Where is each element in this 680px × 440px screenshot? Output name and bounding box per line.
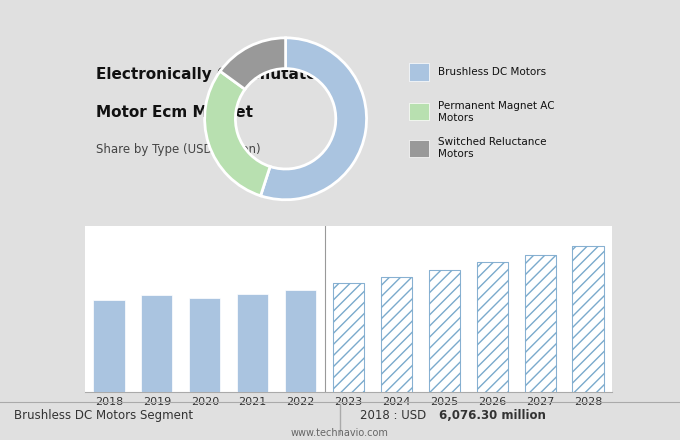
Bar	[409, 63, 429, 81]
Bar	[573, 246, 604, 392]
Text: www.technavio.com: www.technavio.com	[291, 428, 389, 438]
Bar	[524, 255, 556, 392]
Bar	[429, 270, 460, 392]
Bar	[409, 103, 429, 121]
Bar	[409, 139, 429, 157]
Bar	[333, 283, 364, 392]
Bar	[141, 295, 173, 392]
Bar	[381, 277, 412, 392]
Text: Permanent Magnet AC
Motors: Permanent Magnet AC Motors	[438, 101, 555, 123]
Bar	[573, 246, 604, 392]
Text: Brushless DC Motors Segment: Brushless DC Motors Segment	[14, 409, 192, 422]
Text: Electronically Commutated: Electronically Commutated	[95, 67, 327, 82]
Bar	[477, 262, 508, 392]
Bar	[189, 298, 220, 392]
Bar	[381, 277, 412, 392]
Text: Motor Ecm Market: Motor Ecm Market	[95, 105, 252, 120]
Bar	[93, 300, 124, 392]
Bar	[285, 290, 316, 392]
Wedge shape	[205, 71, 270, 196]
Text: Brushless DC Motors: Brushless DC Motors	[438, 67, 546, 77]
Bar	[524, 255, 556, 392]
Wedge shape	[260, 38, 367, 200]
Text: Switched Reluctance
Motors: Switched Reluctance Motors	[438, 137, 547, 159]
Text: 6,076.30 million: 6,076.30 million	[439, 409, 545, 422]
Text: Share by Type (USD million): Share by Type (USD million)	[95, 143, 260, 156]
Text: 2018 : USD: 2018 : USD	[360, 409, 430, 422]
Wedge shape	[220, 38, 286, 89]
Bar	[237, 294, 268, 392]
Bar	[333, 283, 364, 392]
Bar	[477, 262, 508, 392]
Bar	[429, 270, 460, 392]
